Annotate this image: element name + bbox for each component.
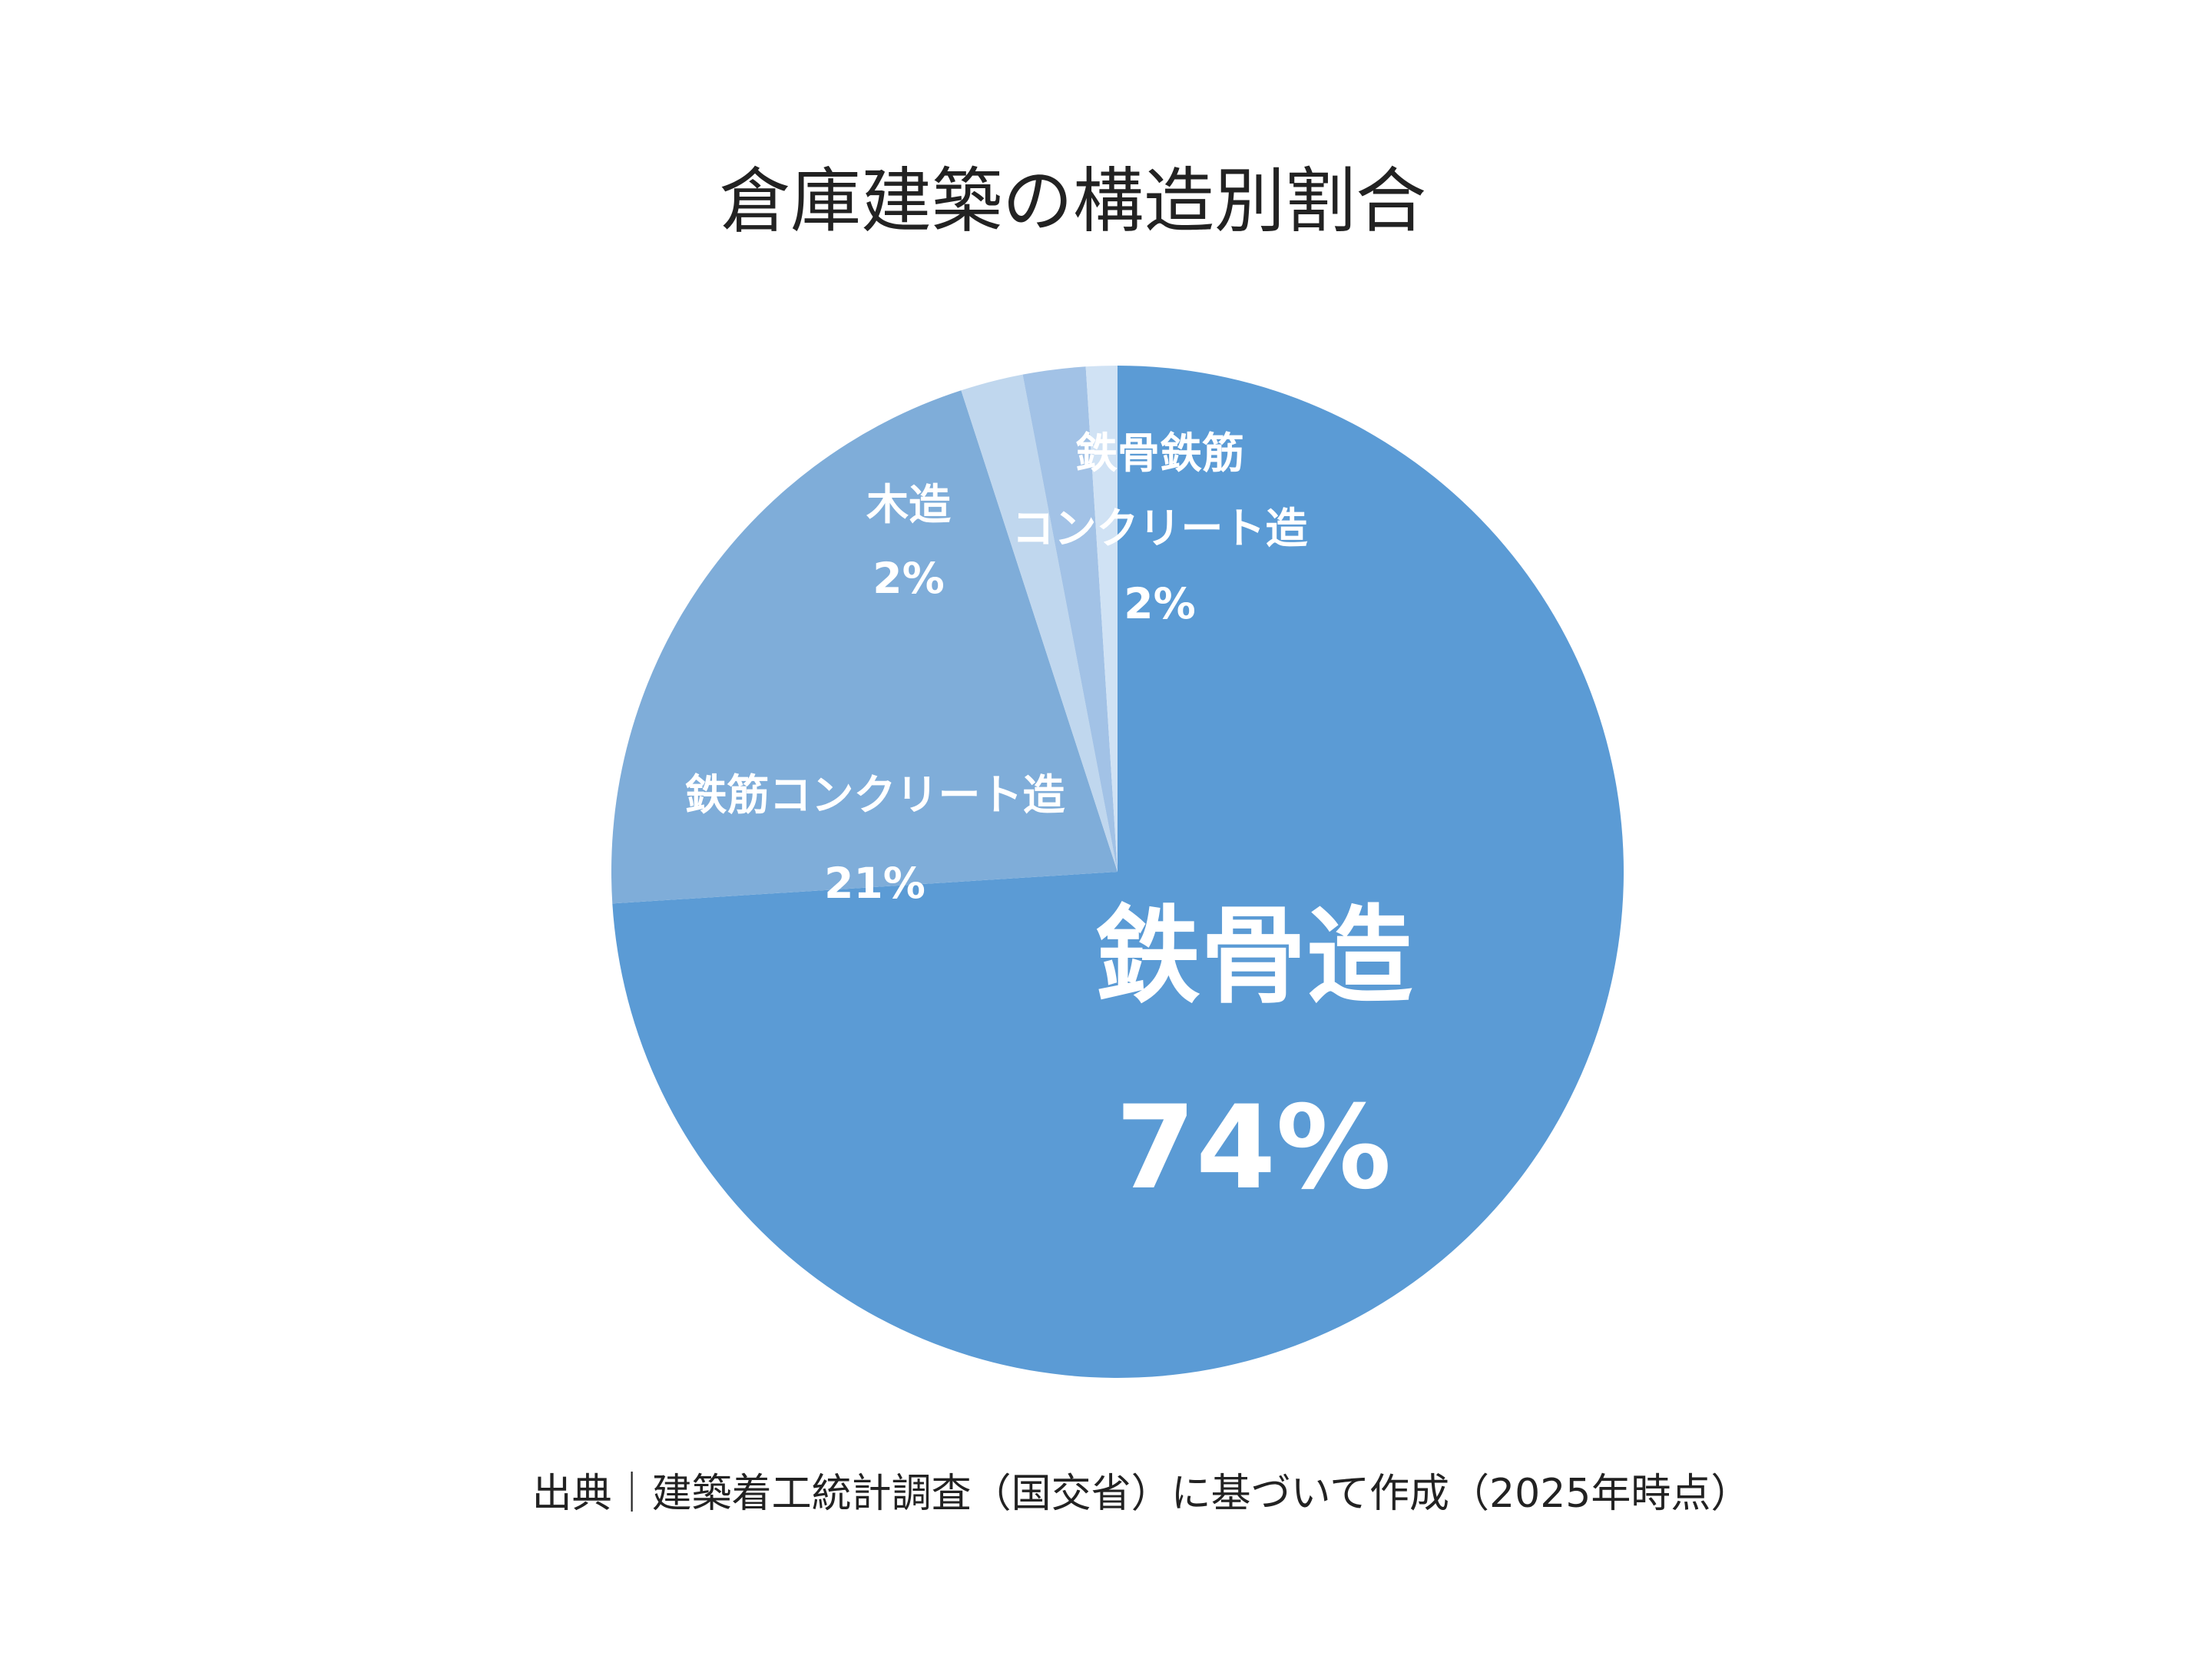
slice-label: 鉄筋コンクリート造 [684, 770, 1065, 820]
source-note: 出典｜建築着工統計調査（国交省）に基づいて作成（2025年時点） [532, 1471, 1751, 1517]
pie-slice [611, 390, 1118, 904]
pie-slice [1022, 366, 1118, 872]
pie-slice [961, 374, 1118, 872]
slice-label: 鉄骨造 [1094, 895, 1412, 1018]
data-label: 21% [824, 859, 926, 908]
pie-slice [1085, 366, 1118, 872]
data-label: 2% [873, 554, 944, 603]
data-label: 74% [1115, 1081, 1391, 1215]
data-label: 2% [1124, 579, 1195, 628]
slice-label: 鉄骨鉄筋コンクリート造 [1012, 429, 1307, 553]
slice-label: 木造 [866, 480, 951, 529]
pie-slice [612, 366, 1624, 1378]
chart-title: 倉庫建築の構造別割合 [720, 160, 1426, 242]
